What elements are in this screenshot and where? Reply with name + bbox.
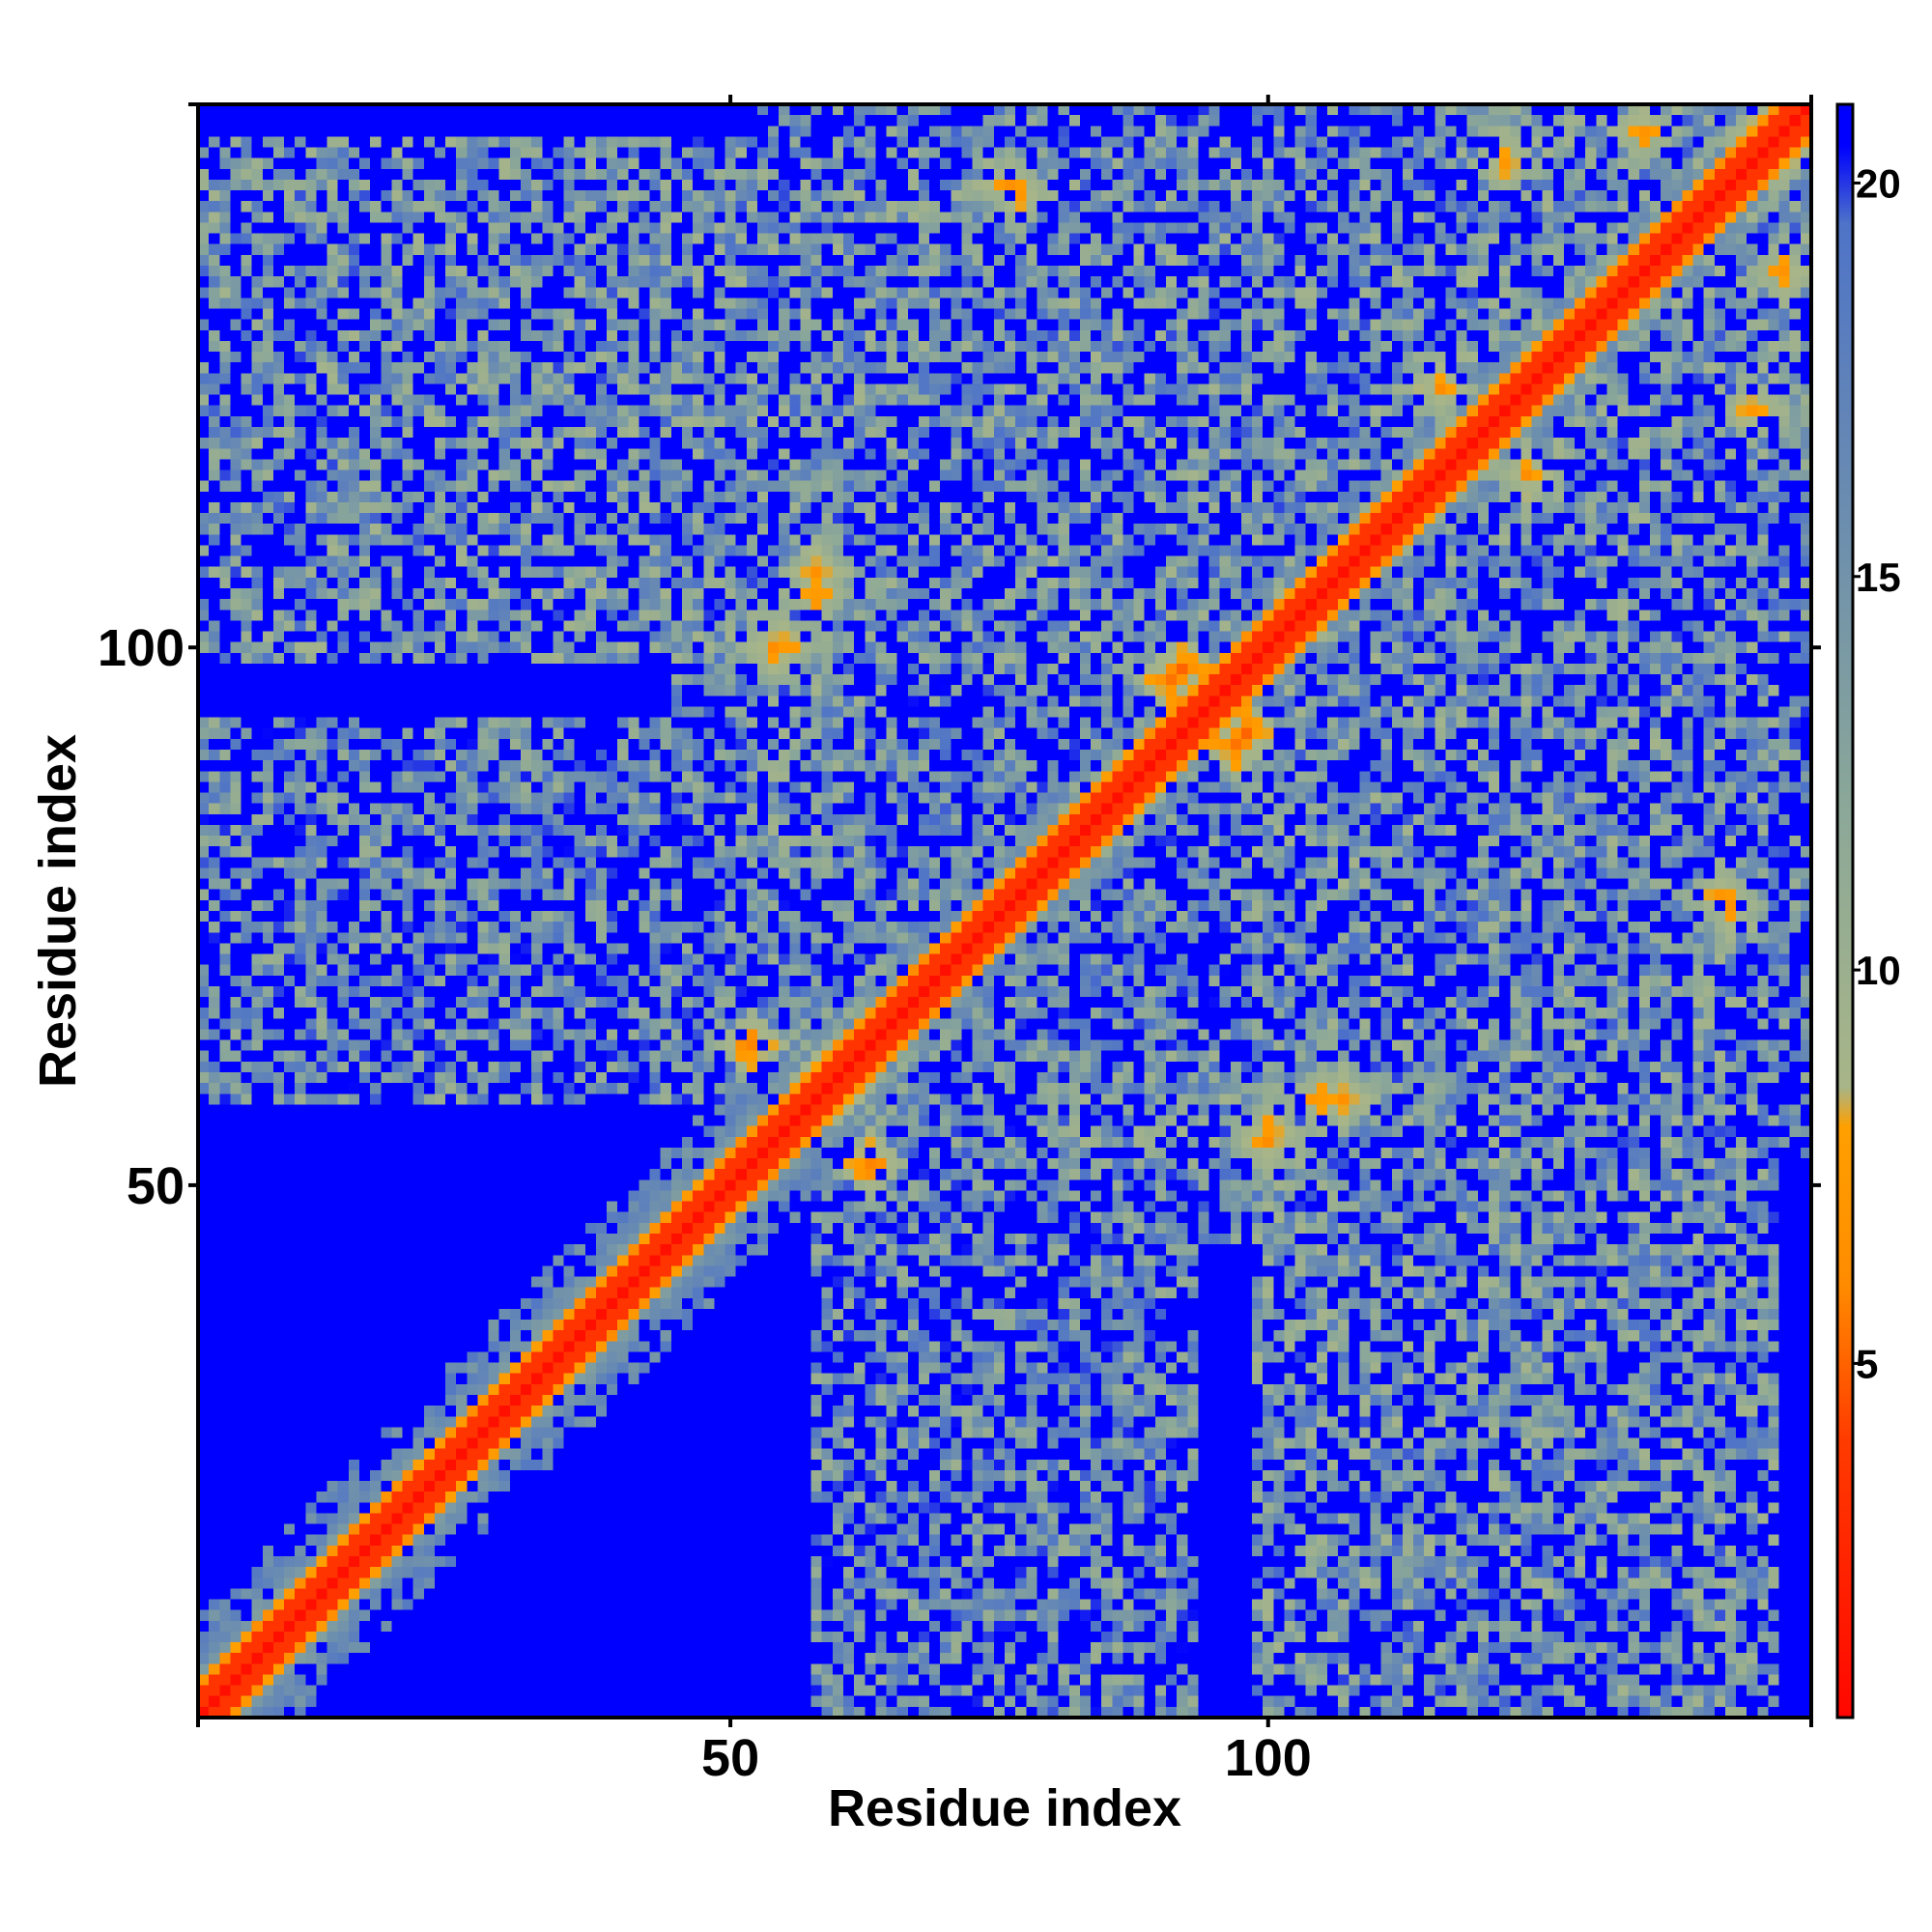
colorbar-ticks: 5 10 15 20	[1853, 160, 1901, 1386]
x-tick-label-100: 100	[1225, 1729, 1312, 1787]
y-axis-ticks: 50 100	[98, 619, 1821, 1215]
y-axis-title: Residue index	[29, 734, 87, 1088]
colorbar-tick-label-5: 5	[1856, 1341, 1878, 1386]
colorbar-frame	[1835, 102, 1855, 1719]
heatmap-cells	[198, 104, 1811, 1718]
colorbar-gradient	[1837, 104, 1853, 1718]
x-axis-title: Residue index	[828, 1779, 1181, 1837]
plot-frame	[196, 102, 1813, 1719]
x-axis-ticks: 50 100	[188, 95, 1813, 1787]
colorbar-tick-label-10: 10	[1856, 948, 1901, 993]
y-tick-label-50: 50	[127, 1157, 185, 1215]
y-tick-label-100: 100	[98, 619, 185, 677]
colorbar-tick-label-15: 15	[1856, 554, 1901, 600]
colorbar-tick-label-20: 20	[1856, 160, 1901, 206]
x-tick-label-50: 50	[701, 1729, 759, 1787]
